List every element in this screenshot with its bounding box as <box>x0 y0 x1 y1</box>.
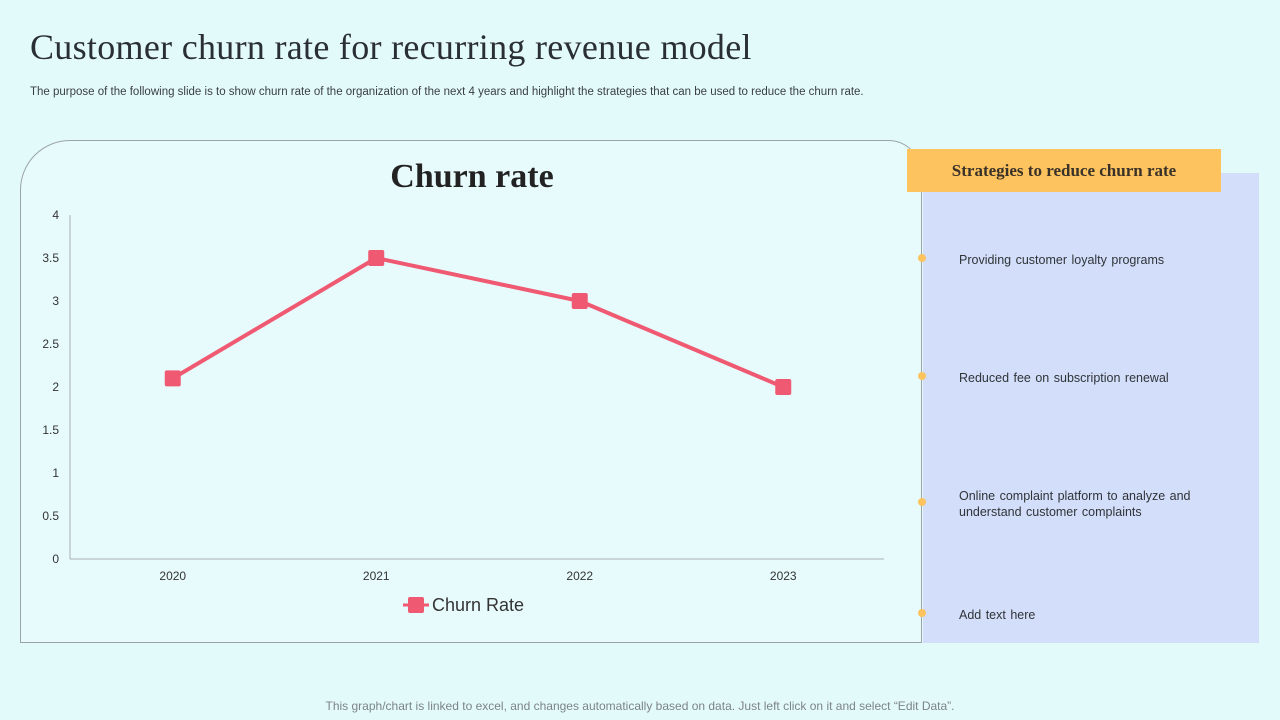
strategy-text: Reduced fee on subscription renewal <box>959 371 1169 385</box>
data-point <box>571 293 588 309</box>
strategy-item: Providing customer loyalty programs <box>918 252 1218 268</box>
strategy-text: Online complaint platform to analyze and… <box>959 489 1191 519</box>
strategy-item: Add text here <box>918 607 1218 623</box>
data-point <box>368 250 385 266</box>
y-tick-label: 3 <box>52 294 59 308</box>
strategy-item: Reduced fee on subscription renewal <box>918 370 1218 386</box>
y-tick-label: 1 <box>52 466 59 480</box>
x-tick-label: 2020 <box>159 569 186 583</box>
strategy-text: Add text here <box>959 608 1036 622</box>
x-tick-label: 2021 <box>363 569 390 583</box>
bullet-dot-icon <box>918 254 926 262</box>
strategies-header: Strategies to reduce churn rate <box>907 149 1221 192</box>
slide-title: Customer churn rate for recurring revenu… <box>30 27 752 67</box>
data-point <box>775 379 792 395</box>
y-tick-label: 0 <box>52 552 59 566</box>
strategy-text: Providing customer loyalty programs <box>959 253 1165 267</box>
series-line <box>170 256 786 389</box>
strategy-item: Online complaint platform to analyze and… <box>918 488 1218 520</box>
y-tick-label: 4 <box>52 208 59 222</box>
chart-card: Churn rate 0 0.5 1 1.5 2 2.5 3 3.5 4 2020 2021 2022 2… <box>20 140 922 643</box>
y-tick-label: 3.5 <box>42 251 59 265</box>
footer-note: This graph/chart is linked to excel, and… <box>325 699 955 713</box>
y-tick-label: 2.5 <box>42 337 59 351</box>
y-tick-label: 1.5 <box>42 423 59 437</box>
bullet-dot-icon <box>918 609 926 617</box>
y-tick-label: 0.5 <box>42 509 59 523</box>
bullet-dot-icon <box>918 498 926 506</box>
x-tick-label: 2022 <box>566 569 593 583</box>
bullet-dot-icon <box>918 372 926 380</box>
data-point <box>164 370 181 387</box>
strategies-panel <box>923 173 1259 643</box>
y-tick-label: 2 <box>52 380 59 394</box>
legend-marker <box>408 597 424 613</box>
slide-subtitle: The purpose of the following slide is to… <box>30 86 864 98</box>
chart-title: Churn rate <box>390 158 553 195</box>
x-tick-label: 2023 <box>770 569 797 583</box>
churn-rate-chart: Churn rate 0 0.5 1 1.5 2 2.5 3 3.5 4 2020 2021 2022 2… <box>42 158 884 615</box>
legend-label: Churn Rate <box>432 595 524 615</box>
